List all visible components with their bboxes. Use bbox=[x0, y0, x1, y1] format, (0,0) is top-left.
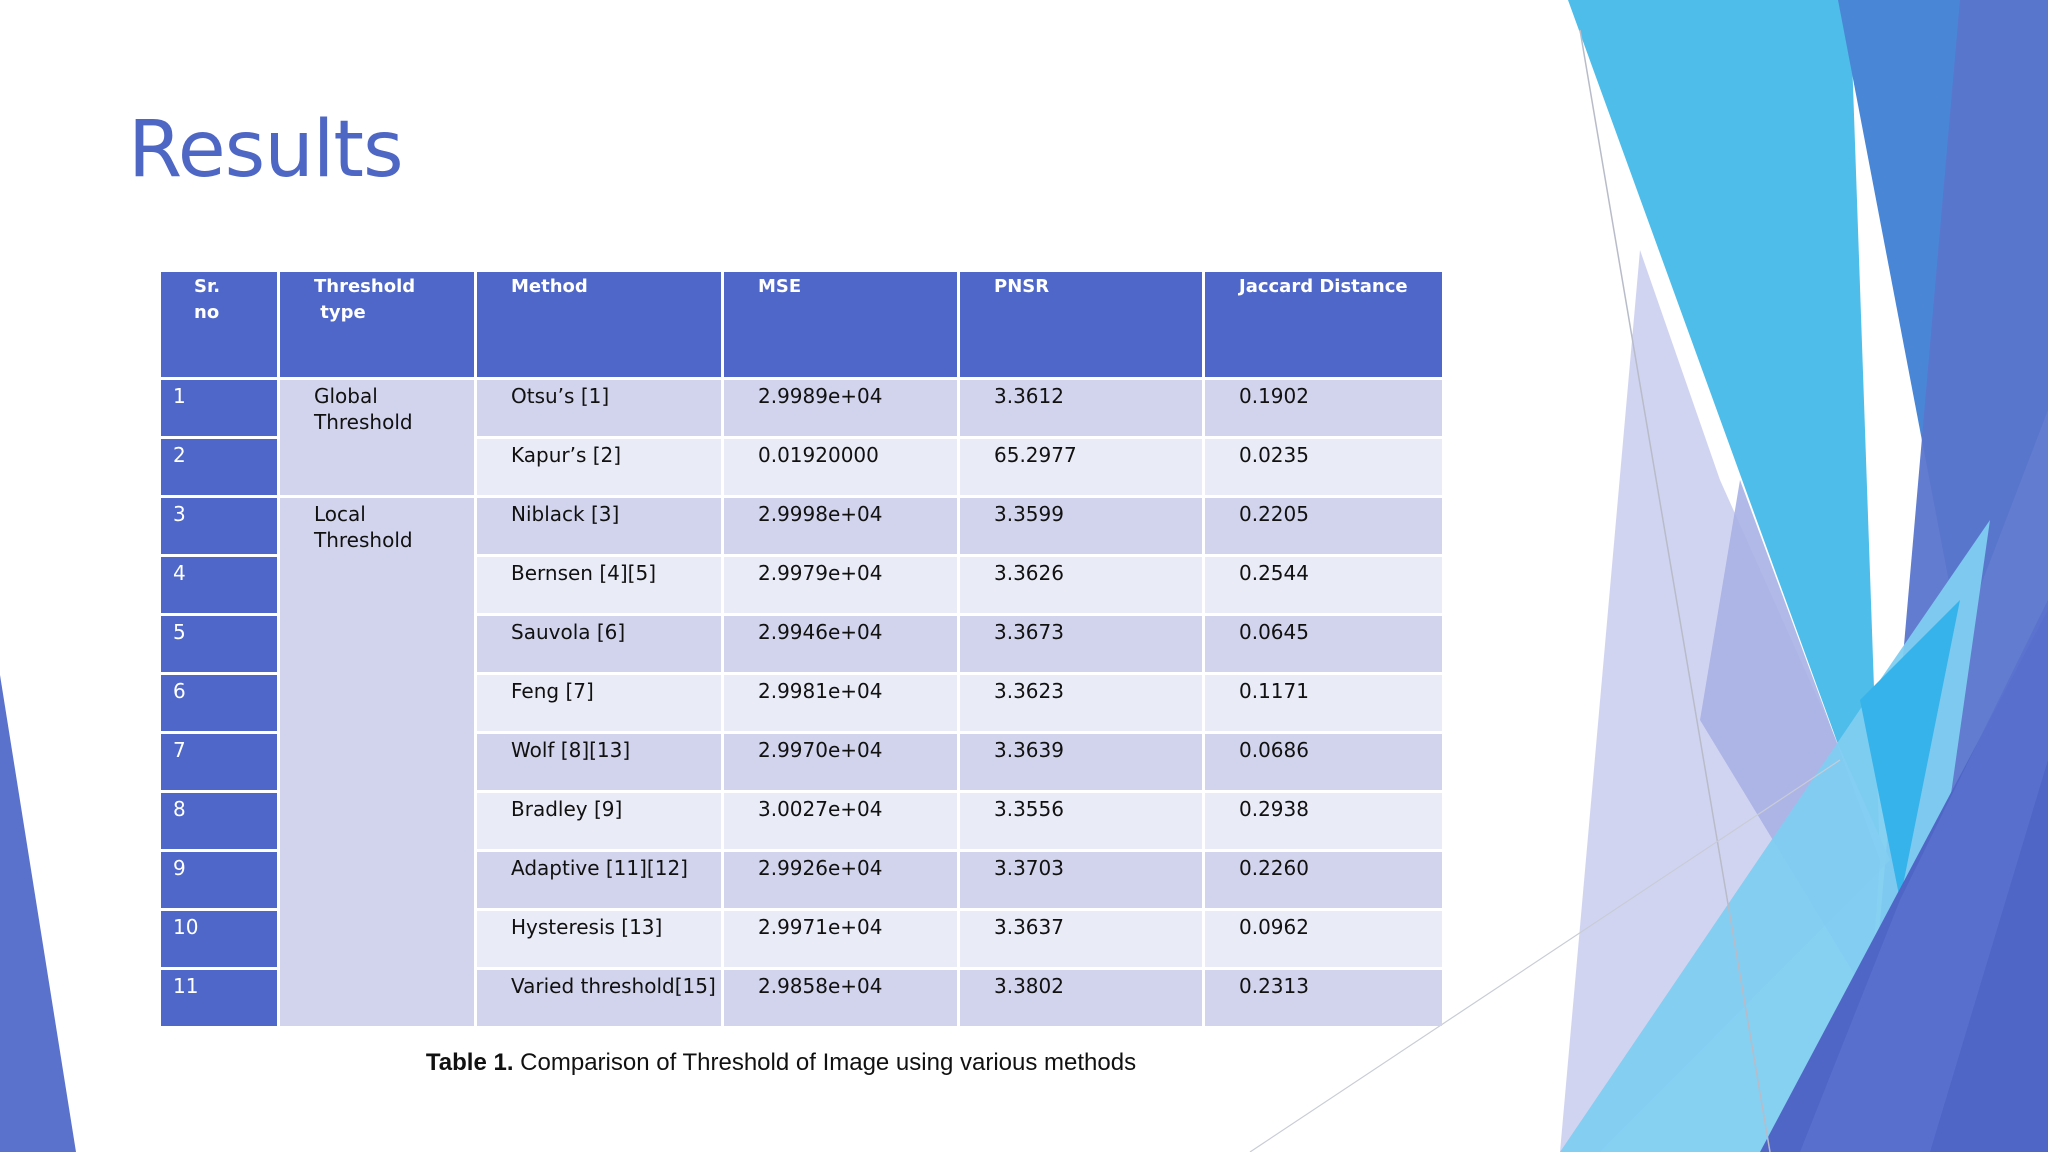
mse-cell: 2.9946e+04 bbox=[724, 616, 957, 672]
thin-line-1 bbox=[1579, 29, 1771, 1152]
sr-cell: 1 bbox=[161, 380, 277, 436]
header-method: Method bbox=[477, 272, 721, 377]
pnsr-cell: 3.3556 bbox=[960, 793, 1202, 849]
pnsr-cell: 3.3623 bbox=[960, 675, 1202, 731]
header-sr-no: Sr. no bbox=[161, 272, 277, 377]
method-cell: Feng [7] bbox=[477, 675, 721, 731]
threshold-type-global: Global Threshold bbox=[280, 380, 474, 495]
jaccard-cell: 0.2544 bbox=[1205, 557, 1442, 613]
table-row: 7 Wolf [8][13] 2.9970e+04 3.3639 0.0686 bbox=[161, 734, 1442, 790]
header-jaccard-distance: Jaccard Distance bbox=[1205, 272, 1442, 377]
method-cell: Sauvola [6] bbox=[477, 616, 721, 672]
method-cell: Wolf [8][13] bbox=[477, 734, 721, 790]
mse-cell: 3.0027e+04 bbox=[724, 793, 957, 849]
jaccard-cell: 0.0235 bbox=[1205, 439, 1442, 495]
header-pnsr: PNSR bbox=[960, 272, 1202, 377]
jaccard-cell: 0.0962 bbox=[1205, 911, 1442, 967]
sr-cell: 4 bbox=[161, 557, 277, 613]
method-cell: Niblack [3] bbox=[477, 498, 721, 554]
sr-cell: 10 bbox=[161, 911, 277, 967]
sr-cell: 11 bbox=[161, 970, 277, 1026]
method-cell: Hysteresis [13] bbox=[477, 911, 721, 967]
table-row: 4 Bernsen [4][5] 2.9979e+04 3.3626 0.254… bbox=[161, 557, 1442, 613]
header-mse: MSE bbox=[724, 272, 957, 377]
caption-label: Table 1. bbox=[425, 1049, 514, 1076]
pnsr-cell: 3.3626 bbox=[960, 557, 1202, 613]
pnsr-cell: 3.3612 bbox=[960, 380, 1202, 436]
table-row: 5 Sauvola [6] 2.9946e+04 3.3673 0.0645 bbox=[161, 616, 1442, 672]
table-row: 8 Bradley [9] 3.0027e+04 3.3556 0.2938 bbox=[161, 793, 1442, 849]
method-cell: Adaptive [11][12] bbox=[477, 852, 721, 908]
sr-cell: 2 bbox=[161, 439, 277, 495]
thin-line-2 bbox=[1249, 759, 1841, 1152]
jaccard-cell: 0.1902 bbox=[1205, 380, 1442, 436]
caption-text: Comparison of Threshold of Image using v… bbox=[513, 1049, 1137, 1076]
pnsr-cell: 3.3639 bbox=[960, 734, 1202, 790]
results-table: Sr. no Threshold type Method MSE PNSR Jac… bbox=[158, 269, 1445, 1029]
table-row: 11 Varied threshold[15] 2.9858e+04 3.380… bbox=[161, 970, 1442, 1026]
method-cell: Varied threshold[15] bbox=[477, 970, 721, 1026]
table-row: 6 Feng [7] 2.9981e+04 3.3623 0.1171 bbox=[161, 675, 1442, 731]
right-facet-light-blue bbox=[1568, 0, 1880, 860]
jaccard-cell: 0.2313 bbox=[1205, 970, 1442, 1026]
jaccard-cell: 0.2938 bbox=[1205, 793, 1442, 849]
right-facet-cyan bbox=[1860, 600, 1960, 900]
header-threshold-type: Threshold type bbox=[280, 272, 474, 377]
pnsr-cell: 65.2977 bbox=[960, 439, 1202, 495]
pnsr-cell: 3.3599 bbox=[960, 498, 1202, 554]
table-row: 9 Adaptive [11][12] 2.9926e+04 3.3703 0.… bbox=[161, 852, 1442, 908]
mse-cell: 2.9970e+04 bbox=[724, 734, 957, 790]
sr-cell: 6 bbox=[161, 675, 277, 731]
table-row: 1 Global Threshold Otsu’s [1] 2.9989e+04 … bbox=[161, 380, 1442, 495]
table-row: 3 Local Threshold Niblack [3] 2.9998e+04 … bbox=[161, 498, 1442, 1026]
table-caption: Table 1. Comparison of Threshold of Imag… bbox=[0, 1049, 1562, 1077]
pnsr-cell: 3.3703 bbox=[960, 852, 1202, 908]
method-cell: Bernsen [4][5] bbox=[477, 557, 721, 613]
mse-cell: 2.9979e+04 bbox=[724, 557, 957, 613]
jaccard-cell: 0.1171 bbox=[1205, 675, 1442, 731]
mse-cell: 2.9926e+04 bbox=[724, 852, 957, 908]
sr-cell: 7 bbox=[161, 734, 277, 790]
sr-cell: 9 bbox=[161, 852, 277, 908]
sr-cell: 8 bbox=[161, 793, 277, 849]
sr-cell: 3 bbox=[161, 498, 277, 554]
threshold-type-local: Local Threshold bbox=[280, 498, 474, 1026]
pnsr-cell: 3.3637 bbox=[960, 911, 1202, 967]
left-accent-shape bbox=[0, 675, 76, 1152]
jaccard-cell: 0.0686 bbox=[1205, 734, 1442, 790]
mse-cell: 0.01920000 bbox=[724, 439, 957, 495]
mse-cell: 2.9989e+04 bbox=[724, 380, 957, 436]
table-header-row: Sr. no Threshold type Method MSE PNSR Jac… bbox=[161, 272, 1442, 377]
jaccard-cell: 0.2205 bbox=[1205, 498, 1442, 554]
method-cell: Bradley [9] bbox=[477, 793, 721, 849]
mse-cell: 2.9981e+04 bbox=[724, 675, 957, 731]
pnsr-cell: 3.3673 bbox=[960, 616, 1202, 672]
method-cell: Kapur’s [2] bbox=[477, 439, 721, 495]
right-facet-dark bbox=[1760, 610, 2048, 1152]
sr-cell: 5 bbox=[161, 616, 277, 672]
jaccard-cell: 0.0645 bbox=[1205, 616, 1442, 672]
slide-title: Results bbox=[128, 105, 404, 195]
table-row: 10 Hysteresis [13] 2.9971e+04 3.3637 0.0… bbox=[161, 911, 1442, 967]
mse-cell: 2.9998e+04 bbox=[724, 498, 957, 554]
mse-cell: 2.9971e+04 bbox=[724, 911, 957, 967]
mse-cell: 2.9858e+04 bbox=[724, 970, 957, 1026]
method-cell: Otsu’s [1] bbox=[477, 380, 721, 436]
right-facet-mid bbox=[1800, 600, 2048, 1152]
jaccard-cell: 0.2260 bbox=[1205, 852, 1442, 908]
pnsr-cell: 3.3802 bbox=[960, 970, 1202, 1026]
table-row: 2 Kapur’s [2] 0.01920000 65.2977 0.0235 bbox=[161, 439, 1442, 495]
